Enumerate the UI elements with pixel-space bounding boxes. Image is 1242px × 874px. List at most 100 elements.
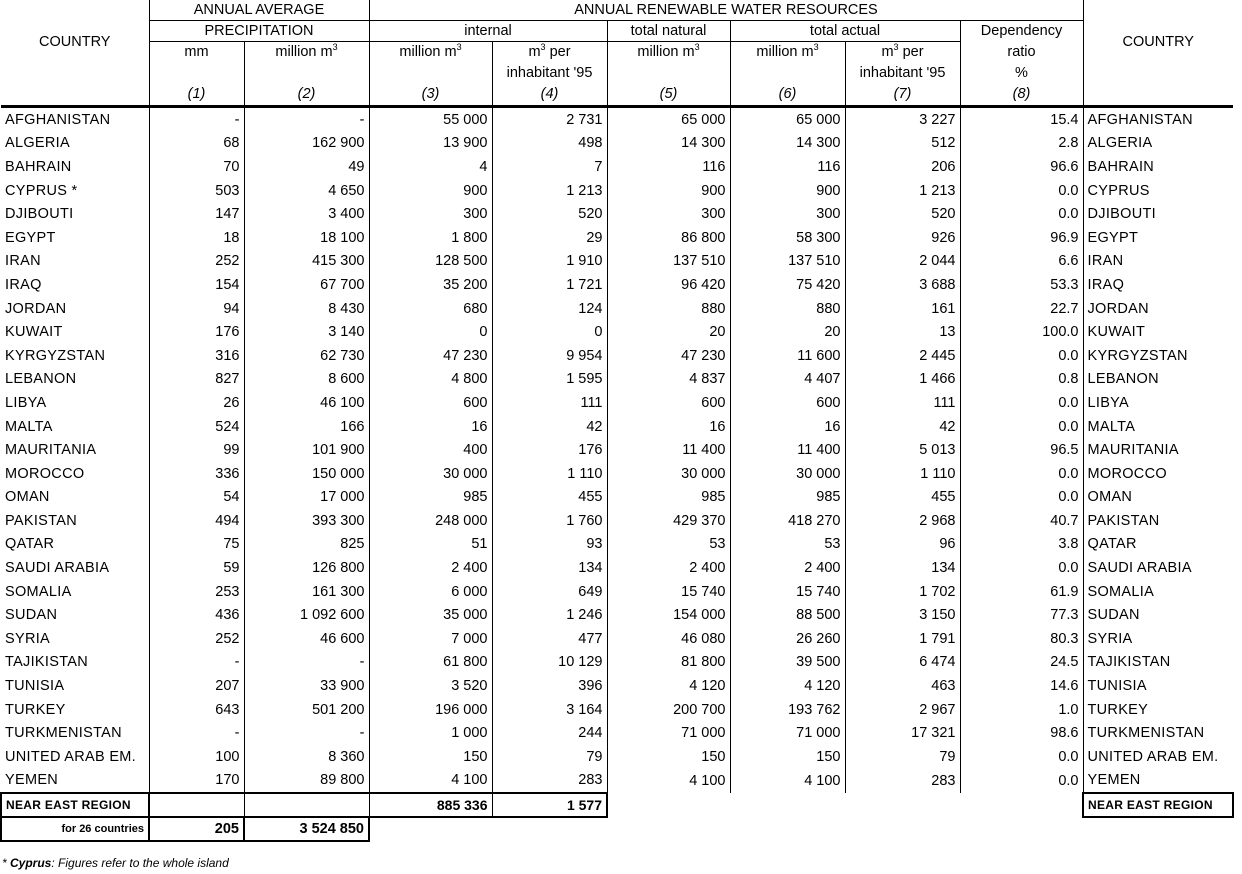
total-actual-cell: 20 (730, 320, 846, 344)
precip-million-m3-cell: 46 100 (244, 391, 370, 415)
dependency-ratio-cell: 14.6 (960, 674, 1084, 698)
table-row: EGYPT 18 18 100 1 800 29 86 800 58 300 926 96.9 E… (1, 225, 1233, 250)
country-name-right: BAHRAIN (1087, 158, 1155, 175)
actual-per-inhabitant-cell: 1 791 (845, 627, 961, 651)
actual-per-inhabitant-cell: 134 (845, 556, 961, 580)
precipitation-header: ANNUAL AVERAGE (148, 0, 370, 21)
internal-per-inhabitant-cell: 7 (492, 155, 608, 179)
internal-million-m3-cell: 47 230 (369, 343, 493, 368)
table-row: SAUDI ARABIA 59 126 800 2 400 134 2 400 2 400 1… (1, 556, 1233, 580)
column-number-7: (7) (845, 83, 961, 108)
country-name-right: JORDAN (1087, 300, 1149, 317)
actual-per-inhabitant-cell: 13 (845, 320, 961, 344)
precip-million-m3-cell: 415 300 (244, 249, 370, 274)
total-natural-cell: 600 (607, 391, 731, 415)
total-actual-cell: 4 120 (730, 674, 846, 698)
column-number-2: (2) (244, 83, 370, 108)
precip-mm-cell: 316 (148, 343, 245, 368)
actual-per-inhabitant-cell: 79 (845, 745, 961, 769)
internal-million-m3-cell: 2 400 (369, 556, 493, 580)
internal-per-inhabitant-cell: 1 246 (492, 603, 608, 628)
blank-unit-1 (148, 62, 245, 83)
country-name-right: MOROCCO (1087, 465, 1167, 482)
precip-million-m3-cell: 126 800 (244, 556, 370, 580)
internal-per-inhabitant-cell: 176 (492, 438, 608, 462)
country-name-left: YEMEN (5, 772, 59, 789)
dependency-ratio-cell: 80.3 (960, 627, 1084, 651)
precip-mm-cell: 524 (148, 414, 245, 439)
water-resources-table: COUNTRY ANNUAL AVERAGE ANNUAL RENEWABLE … (0, 0, 1234, 843)
internal-million-m3-cell: 30 000 (369, 461, 493, 486)
internal-per-inhabitant-cell: 1 760 (492, 509, 608, 533)
actual-per-inhabitant-cell: 2 445 (845, 343, 961, 368)
total-actual-cell: 26 260 (730, 627, 846, 651)
dependency-ratio-cell: 96.6 (960, 155, 1084, 179)
footnote-marker: * (2, 856, 11, 870)
internal-million-m3-cell: 35 200 (369, 273, 493, 297)
total-natural-cell: 429 370 (607, 509, 731, 533)
dependency-ratio-cell: 0.0 (960, 485, 1084, 510)
precip-million-m3-cell: 825 (244, 532, 370, 557)
precip-mm-cell: 252 (148, 627, 245, 651)
dependency-ratio-cell: 100.0 (960, 320, 1084, 344)
precip-million-m3-cell: 393 300 (244, 509, 370, 533)
internal-per-inhabitant-cell: 455 (492, 485, 608, 510)
precipitation-header-2: PRECIPITATION (148, 20, 370, 42)
total-actual-cell: 11 600 (730, 343, 846, 368)
total-natural-cell: 15 740 (607, 579, 731, 604)
country-name-right: MAURITANIA (1087, 442, 1179, 459)
country-name-right: LIBYA (1087, 394, 1130, 411)
country-name-left: DJIBOUTI (5, 206, 74, 223)
region-empty-7 (845, 793, 960, 817)
country-name-right: TURKMENISTAN (1087, 725, 1205, 742)
million-m3-unit-6: million m3 (730, 41, 846, 62)
total-actual-cell: 30 000 (730, 461, 846, 486)
country-name-right: TURKEY (1087, 701, 1149, 718)
dependency-ratio-cell: 98.6 (960, 721, 1084, 746)
actual-per-inhabitant-cell: 2 967 (845, 697, 961, 722)
internal-per-inhabitant-cell: 2 731 (492, 106, 608, 132)
total-actual-cell: 137 510 (730, 249, 846, 274)
total-natural-cell: 65 000 (607, 106, 731, 132)
dependency-ratio-cell: 0.0 (960, 178, 1084, 203)
table-row: TURKMENISTAN - -1 000 244 71 000 71 000 17 321… (1, 721, 1233, 746)
dependency-ratio-cell: 2.8 (960, 131, 1084, 156)
internal-million-m3-cell: 4 800 (369, 367, 493, 392)
country-name-left: SOMALIA (5, 583, 72, 600)
table-row: SUDAN 436 1 092 600 35 000 1 246 154 000 88 50… (1, 603, 1233, 628)
precip-mm-cell: 59 (148, 556, 245, 580)
actual-per-inhabitant-cell: 42 (845, 414, 961, 439)
inhabitant-95-4: inhabitant '95 (492, 62, 608, 83)
precip-million-m3-cell: 49 (244, 155, 370, 179)
dependency-ratio-cell: 40.7 (960, 509, 1084, 533)
blank-unit-6 (730, 62, 846, 83)
total-natural-cell: 4 837 (607, 367, 731, 392)
precip-mm-cell: 70 (148, 155, 245, 179)
actual-per-inhabitant-cell: 520 (845, 202, 961, 226)
country-name-right: KUWAIT (1087, 324, 1146, 341)
internal-million-m3-cell: 55 000 (369, 106, 493, 132)
precip-mm-cell: 154 (148, 273, 245, 297)
country-name-right: CYPRUS (1087, 182, 1150, 199)
total-natural-cell: 116 (607, 155, 731, 179)
internal-million-m3-cell: 4 100 (369, 768, 493, 794)
total-natural-cell: 46 080 (607, 627, 731, 651)
region-label-left: NEAR EAST REGION (0, 792, 150, 819)
internal-million-m3-cell: 900 (369, 178, 493, 203)
total-natural-cell: 20 (607, 320, 731, 344)
total-natural-cell: 71 000 (607, 721, 731, 746)
actual-per-inhabitant-cell: 2 044 (845, 249, 961, 274)
internal-per-inhabitant-cell: 477 (492, 627, 608, 651)
internal-per-inhabitant-cell: 520 (492, 202, 608, 226)
region-empty-6 (730, 793, 845, 817)
dependency-ratio-cell: 0.0 (960, 202, 1084, 226)
country-header-left: COUNTRY (39, 33, 111, 50)
region-precip-million-m3: 3 524 850 (244, 817, 370, 843)
table-row: TURKEY 643 501 200 196 000 3 164 200 700 193 7… (1, 697, 1233, 722)
table-row: IRAN 252 415 300 128 500 1 910 137 510 137 510… (1, 249, 1233, 274)
total-natural-cell: 900 (607, 178, 731, 203)
precip-million-m3-cell: 1 092 600 (244, 603, 370, 628)
country-name-right: UNITED ARAB EM. (1087, 748, 1219, 765)
precip-million-m3-cell: 46 600 (244, 627, 370, 651)
blank-unit-2 (244, 62, 370, 83)
